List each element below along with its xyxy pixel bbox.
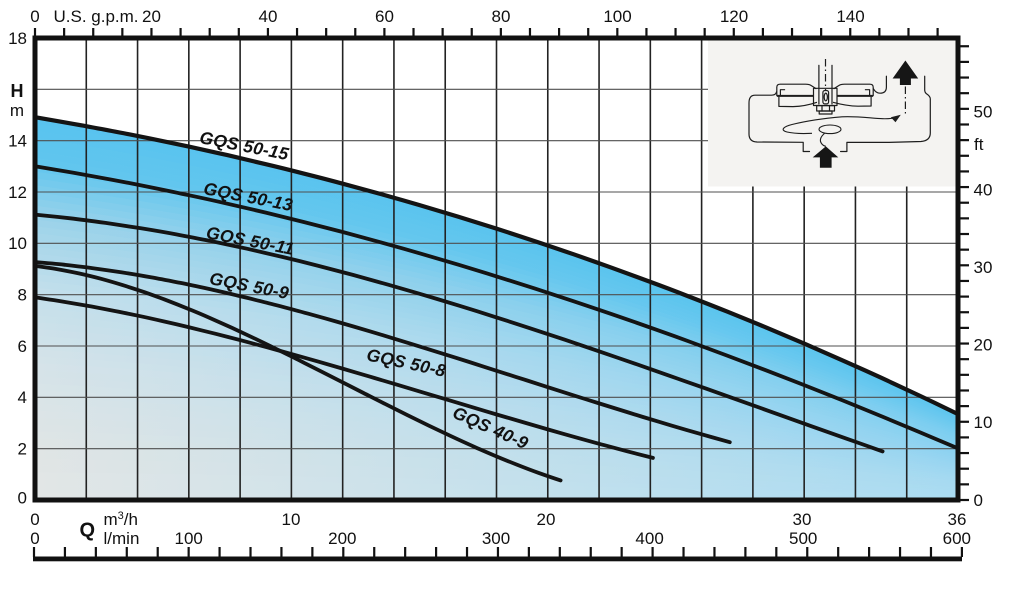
svg-text:18: 18 [8,29,27,48]
svg-text:2: 2 [18,440,27,459]
svg-text:0: 0 [974,491,983,510]
svg-text:8: 8 [18,286,27,305]
svg-text:20: 20 [537,510,556,529]
svg-text:Q: Q [80,520,96,542]
svg-text:120: 120 [720,7,748,26]
svg-text:80: 80 [492,7,511,26]
svg-text:4: 4 [18,388,27,407]
svg-text:50: 50 [974,103,993,122]
svg-text:H: H [11,81,24,101]
svg-text:ft: ft [974,135,984,154]
svg-text:600: 600 [943,529,971,548]
svg-text:0: 0 [18,489,27,508]
svg-text:6: 6 [18,337,27,356]
svg-text:100: 100 [175,529,203,548]
svg-text:10: 10 [282,510,301,529]
svg-text:60: 60 [375,7,394,26]
svg-text:400: 400 [635,529,663,548]
svg-text:0: 0 [30,510,39,529]
svg-text:m: m [10,101,24,120]
svg-text:U.S. g.p.m.: U.S. g.p.m. [53,7,138,26]
svg-text:20: 20 [974,335,993,354]
svg-text:l/min: l/min [104,529,140,548]
svg-text:40: 40 [974,181,993,200]
svg-text:30: 30 [974,258,993,277]
svg-text:200: 200 [328,529,356,548]
svg-text:10: 10 [8,234,27,253]
svg-text:m3/h: m3/h [104,510,138,529]
svg-text:36: 36 [948,510,967,529]
svg-text:12: 12 [8,183,27,202]
svg-text:300: 300 [482,529,510,548]
svg-text:14: 14 [8,132,27,151]
svg-text:10: 10 [974,413,993,432]
svg-text:140: 140 [836,7,864,26]
svg-text:500: 500 [789,529,817,548]
svg-text:0: 0 [30,7,39,26]
svg-text:0: 0 [30,529,39,548]
svg-text:30: 30 [793,510,812,529]
svg-text:40: 40 [259,7,278,26]
svg-text:100: 100 [603,7,631,26]
svg-text:20: 20 [142,7,161,26]
